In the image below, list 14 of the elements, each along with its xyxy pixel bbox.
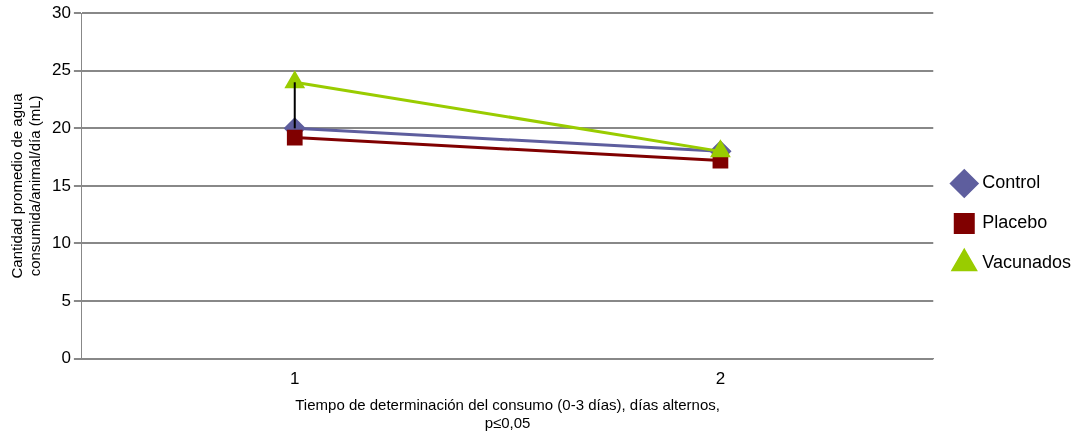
x-axis-title: Tiempo de determinación del consumo (0-3 días), días alternos, p≤0,05 [295,396,720,432]
legend-label: Vacunados [982,252,1071,273]
legend-label: Control [982,172,1041,193]
y-tick-label: 20 [51,118,71,138]
legend-label: Placebo [982,212,1048,233]
x-tick-label: 1 [290,369,300,389]
x-tick-label: 2 [715,369,726,389]
y-tick-label: 30 [51,2,71,22]
y-tick-label: 5 [61,290,71,310]
y-tick-label: 15 [51,175,71,195]
y-tick-label: 10 [51,233,71,253]
y-tick-label: 25 [51,60,71,80]
y-tick-label: 0 [61,348,71,368]
y-axis-title: Cantidad promedio de agua consumida/animal/día (mL) [8,92,44,279]
